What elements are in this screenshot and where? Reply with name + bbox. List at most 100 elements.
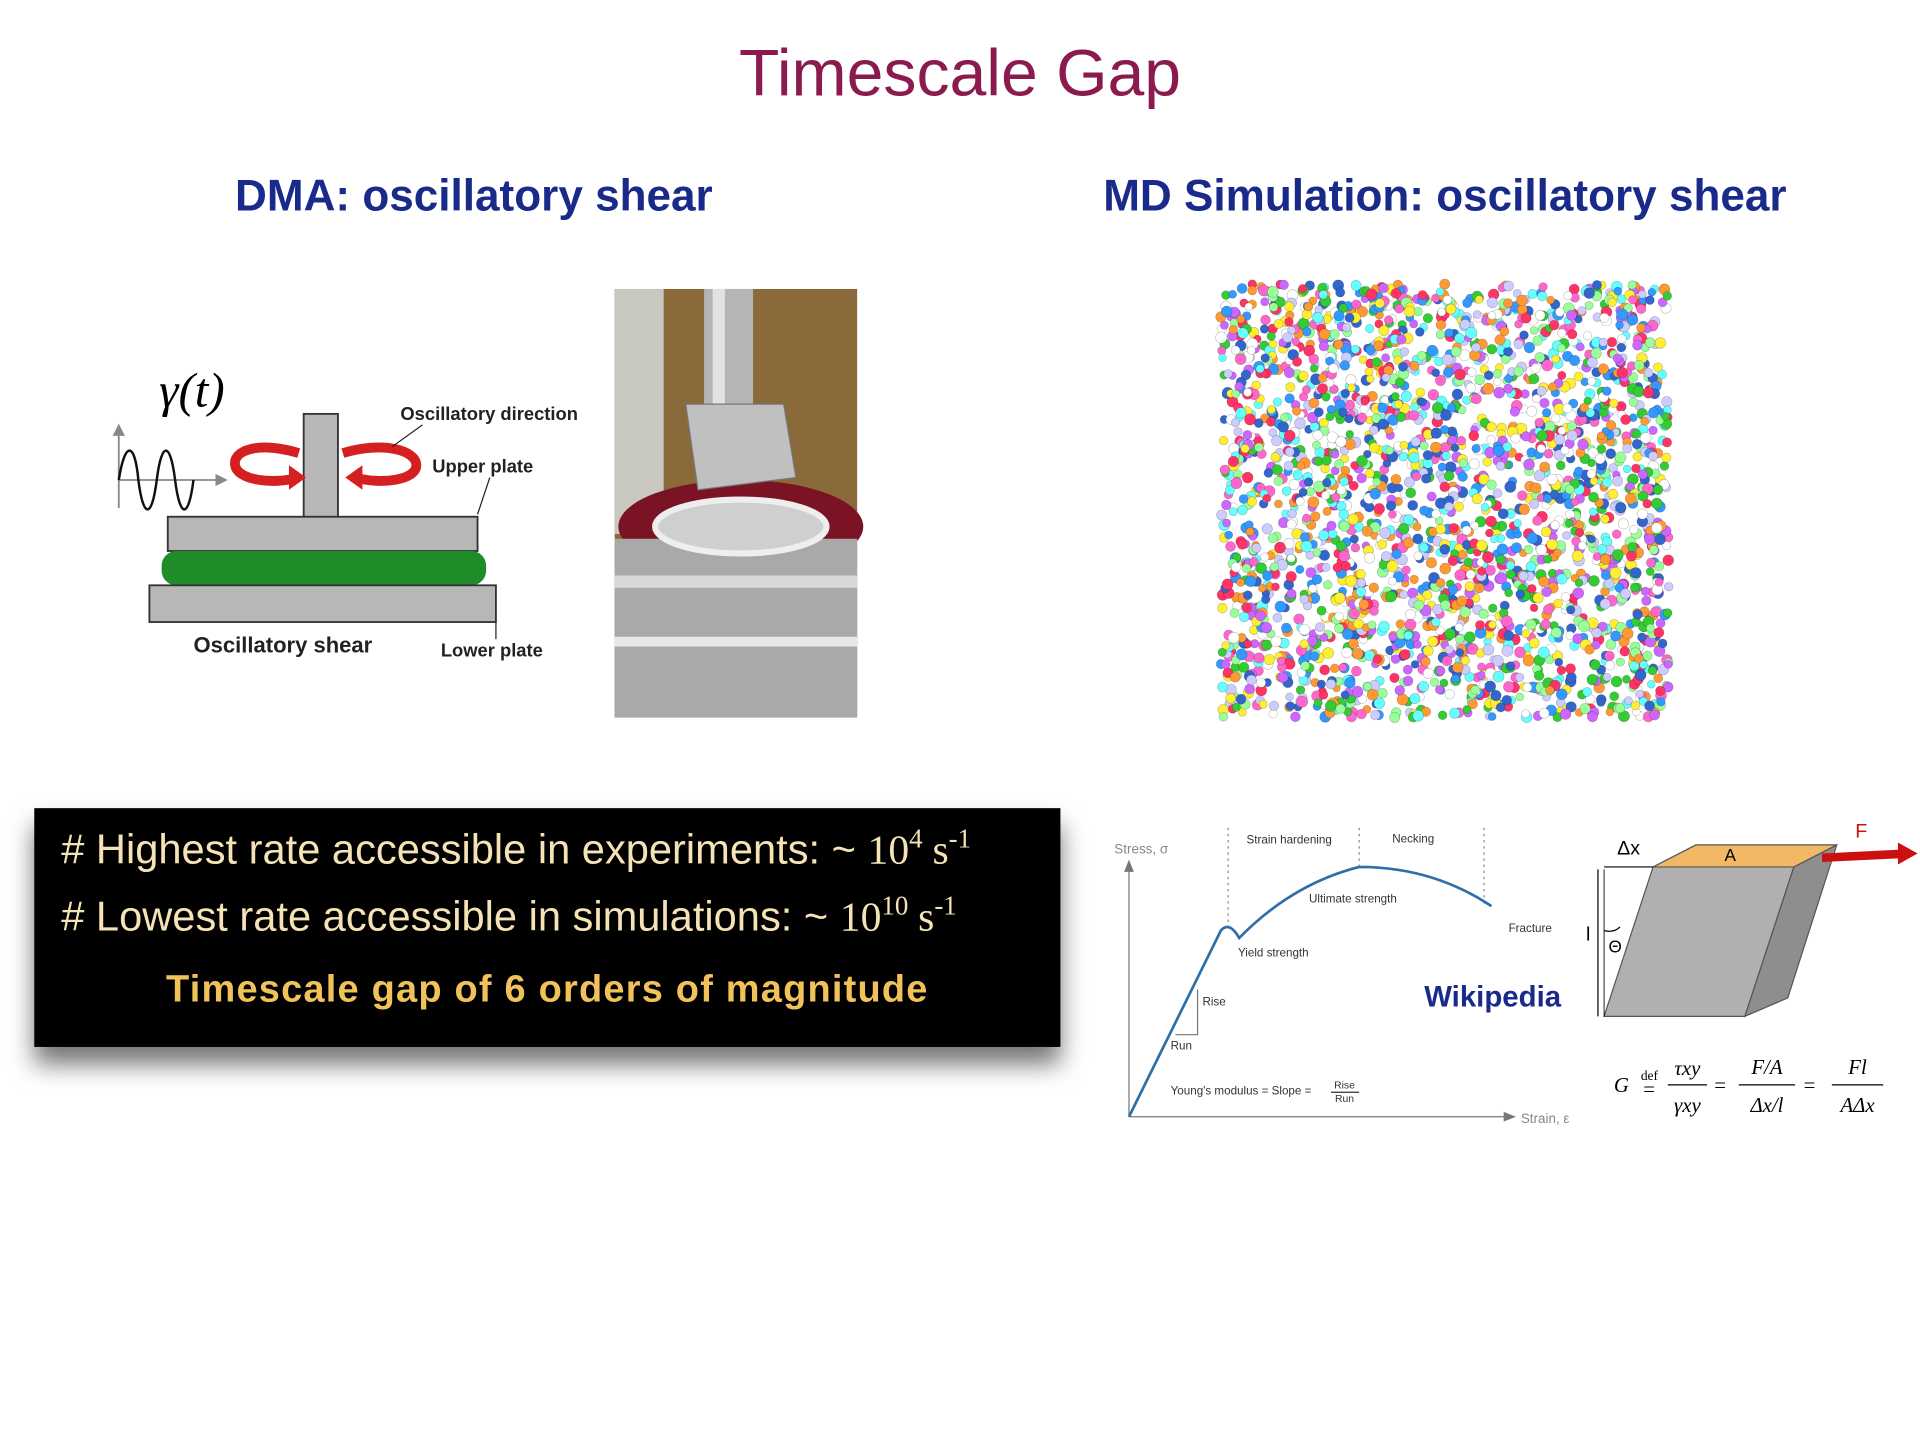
particle xyxy=(1632,451,1643,462)
particle xyxy=(1556,573,1568,585)
particle xyxy=(1236,283,1248,294)
particle xyxy=(1391,548,1402,560)
particle xyxy=(1272,612,1283,623)
particle xyxy=(1395,377,1405,388)
particle xyxy=(1616,366,1628,379)
number: 10 xyxy=(840,895,882,941)
particle xyxy=(1526,532,1539,544)
label: Yield strength xyxy=(1238,946,1309,959)
particle xyxy=(1538,282,1548,292)
particle xyxy=(1404,609,1416,621)
particle xyxy=(1636,508,1649,520)
particle xyxy=(1302,326,1312,337)
particle xyxy=(1373,340,1384,352)
formula-part: = xyxy=(1804,1073,1816,1097)
particle xyxy=(1251,543,1262,553)
particle xyxy=(1644,700,1655,712)
particle xyxy=(1521,431,1532,442)
particle xyxy=(1654,533,1666,546)
particle xyxy=(1648,451,1659,462)
formula-part: def xyxy=(1641,1068,1659,1083)
exponent: -1 xyxy=(934,891,956,921)
particle xyxy=(1641,595,1652,606)
source: Wikipedia xyxy=(1424,981,1562,1014)
particle xyxy=(1244,683,1256,695)
particle xyxy=(1571,536,1581,547)
particle xyxy=(1409,360,1420,371)
particle xyxy=(1421,473,1431,484)
particle xyxy=(1251,380,1261,391)
particle xyxy=(1285,571,1297,583)
particle xyxy=(1578,620,1590,633)
particle xyxy=(1435,329,1446,340)
particle xyxy=(1482,551,1494,564)
particle xyxy=(1263,653,1275,666)
particle xyxy=(1471,342,1481,353)
particle xyxy=(1445,303,1457,315)
particle xyxy=(1216,509,1228,521)
particle xyxy=(1335,703,1346,715)
particle xyxy=(1444,328,1454,338)
particle xyxy=(1549,319,1560,331)
particle xyxy=(1605,420,1617,431)
particle xyxy=(1303,344,1316,357)
label: Run xyxy=(1335,1094,1354,1105)
particle xyxy=(1640,432,1652,444)
particle xyxy=(1474,295,1484,304)
particle xyxy=(1437,710,1448,720)
particle xyxy=(1408,452,1420,464)
number: 10 xyxy=(868,827,910,873)
particle xyxy=(1596,697,1606,707)
particle xyxy=(1243,639,1253,649)
formula-part: τxy xyxy=(1674,1056,1701,1080)
particle xyxy=(1238,611,1250,623)
particle xyxy=(1511,542,1522,554)
particle xyxy=(1490,534,1499,544)
particle xyxy=(1629,525,1639,535)
particle xyxy=(1340,388,1351,399)
particle xyxy=(1283,460,1294,472)
particle xyxy=(1241,602,1252,614)
particle xyxy=(1541,408,1552,418)
particle xyxy=(1439,425,1450,435)
particle xyxy=(1418,680,1430,692)
particle xyxy=(1419,441,1429,451)
particle xyxy=(1470,521,1480,530)
particle xyxy=(1385,590,1397,603)
particle xyxy=(1260,552,1270,562)
particle xyxy=(1329,384,1339,394)
particle xyxy=(1532,592,1544,604)
particle xyxy=(1645,295,1655,305)
particle xyxy=(1443,470,1455,482)
particle xyxy=(1459,319,1471,330)
particle xyxy=(1452,661,1464,674)
particle xyxy=(1468,458,1480,470)
particle xyxy=(1478,473,1490,485)
particle xyxy=(1365,288,1378,301)
axis-label: Stress, σ xyxy=(1114,841,1169,856)
particle xyxy=(1642,387,1655,399)
particle xyxy=(1267,533,1278,544)
particle xyxy=(1612,353,1623,364)
axis-label: Strain, ε xyxy=(1521,1111,1570,1126)
label: Θ xyxy=(1608,937,1621,957)
particle xyxy=(1602,386,1612,396)
particle xyxy=(1645,567,1655,576)
clamp xyxy=(685,403,797,491)
callout-text: # Highest rate accessible in experiments… xyxy=(61,825,856,872)
particle xyxy=(1422,313,1433,324)
particle xyxy=(1230,417,1241,428)
particle xyxy=(1483,370,1494,381)
particle xyxy=(1309,364,1319,373)
particle xyxy=(1339,520,1351,532)
particle xyxy=(1268,700,1280,711)
particle xyxy=(1525,561,1537,572)
particle xyxy=(1610,675,1623,688)
particle xyxy=(1409,693,1421,705)
particle xyxy=(1268,339,1278,349)
particle xyxy=(1572,587,1585,599)
particle xyxy=(1260,621,1273,634)
particle xyxy=(1492,654,1504,667)
particle xyxy=(1356,472,1367,484)
particle xyxy=(1357,694,1367,704)
